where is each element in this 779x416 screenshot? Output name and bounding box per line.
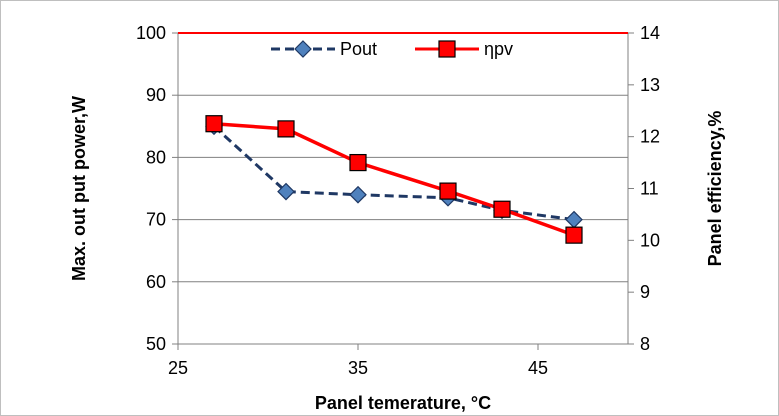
y-left-tick-label: 90 [146,85,166,105]
data-point-efficiency [493,200,511,218]
legend-label-pout: Pout [340,39,377,59]
y-left-axis-title: Max. out put power,W [69,96,89,281]
y-right-tick-label: 13 [640,75,660,95]
y-left-tick-label: 100 [136,23,166,43]
data-point-efficiency [349,153,367,172]
legend: Pout ηpv [263,35,563,63]
legend-label-efficiency: ηpv [484,39,513,59]
axis-labels: 50 60 70 80 90 100 8 9 10 11 12 13 14 25 35 45 Panel tem… [69,23,725,413]
y-left-tick-label: 70 [146,210,166,230]
y-right-tick-label: 11 [640,179,659,199]
y-right-axis-title: Panel efficiency,% [705,111,725,267]
x-axis-title: Panel temerature, °C [315,393,491,413]
legend-marker-efficiency [438,40,456,58]
gridlines [178,94,628,283]
data-point-efficiency [439,182,457,200]
y-left-tick-label: 80 [146,147,166,167]
plot-area-border [177,32,629,345]
x-tick-label: 35 [348,358,368,378]
y-right-tick-label: 12 [640,127,660,147]
y-right-tick-label: 8 [640,334,650,354]
legend-marker-pout [294,40,312,58]
x-tick-label: 25 [168,358,188,378]
y-left-tick-label: 50 [146,334,166,354]
data-point-efficiency [277,120,295,138]
y-right-tick-label: 10 [640,230,660,250]
series-efficiency [205,115,583,244]
y-left-tick-label: 60 [146,272,166,292]
data-point-efficiency [565,226,583,244]
data-point-efficiency [205,115,223,133]
axes [172,32,634,350]
data-point-pout [277,182,295,201]
y-right-tick-label: 9 [640,282,650,302]
data-point-pout [565,210,583,229]
series-layer [205,115,583,244]
x-tick-label: 45 [528,358,548,378]
data-point-pout [349,185,367,204]
series-line-efficiency [213,121,575,237]
y-right-tick-label: 14 [640,23,660,43]
